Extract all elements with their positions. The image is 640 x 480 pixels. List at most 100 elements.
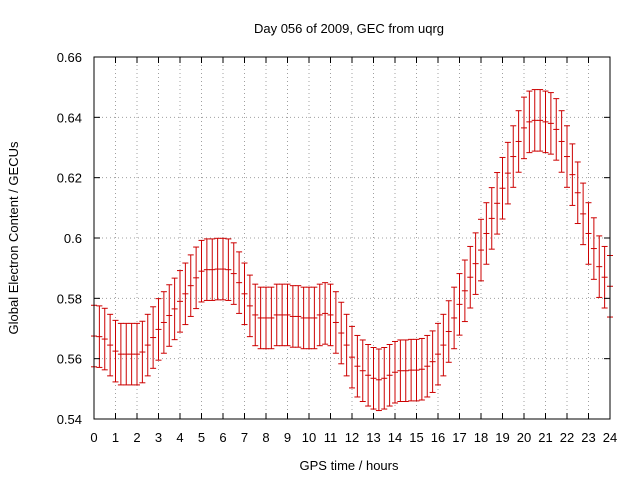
error-bar xyxy=(268,286,275,350)
error-bar xyxy=(580,182,587,246)
error-bar xyxy=(214,237,221,301)
error-bar xyxy=(209,238,216,301)
error-bar xyxy=(375,348,382,412)
error-bar xyxy=(107,313,114,377)
x-tick-label: 6 xyxy=(219,430,226,445)
x-tick-label: 20 xyxy=(517,430,531,445)
error-bar xyxy=(193,246,200,310)
error-bar xyxy=(542,90,549,154)
error-bar xyxy=(521,96,527,160)
error-bar xyxy=(171,277,178,341)
error-bar xyxy=(553,98,560,161)
error-bar xyxy=(354,334,361,398)
error-bar xyxy=(596,235,603,298)
error-bar xyxy=(574,161,581,225)
error-bar xyxy=(601,245,608,309)
error-bar xyxy=(322,282,329,345)
error-bar xyxy=(397,339,404,403)
error-bar xyxy=(263,286,269,350)
error-bar xyxy=(547,92,554,155)
error-bar xyxy=(338,301,345,365)
error-bar xyxy=(295,285,302,348)
error-bar xyxy=(515,110,522,173)
x-axis-label: GPS time / hours xyxy=(300,458,399,473)
error-bar xyxy=(483,202,490,265)
error-bar xyxy=(526,90,533,154)
error-bar xyxy=(413,338,420,402)
error-bar xyxy=(494,172,501,235)
error-bar xyxy=(590,217,597,280)
error-bar xyxy=(117,322,124,386)
error-bar xyxy=(392,340,398,404)
error-bar xyxy=(203,238,210,301)
error-bar xyxy=(365,343,372,407)
error-bar xyxy=(499,156,506,220)
y-tick-label: 0.56 xyxy=(57,352,82,367)
error-bar xyxy=(569,143,576,206)
error-bar xyxy=(445,300,452,363)
error-bar xyxy=(123,322,130,386)
error-bar xyxy=(359,339,366,403)
error-bar xyxy=(160,291,167,354)
error-bar xyxy=(306,286,312,350)
x-tick-label: 17 xyxy=(452,430,466,445)
x-tick-label: 23 xyxy=(581,430,595,445)
error-bar xyxy=(531,89,538,152)
x-tick-label: 9 xyxy=(284,430,291,445)
x-tick-label: 8 xyxy=(262,430,269,445)
error-bar xyxy=(230,242,237,305)
error-bar xyxy=(424,334,431,398)
error-bar xyxy=(386,343,393,407)
error-bar xyxy=(349,325,355,389)
ticks: 0 1 2 3 4 5 6 7 8 9 10 11 12 13 14 15 16 17 18 19 20 21 22 23 24… xyxy=(57,50,618,445)
error-bar xyxy=(316,283,323,347)
series-layer xyxy=(91,89,613,412)
error-bar xyxy=(177,270,183,333)
error-bar xyxy=(128,322,135,386)
error-bar xyxy=(478,218,484,282)
error-bar xyxy=(467,245,474,309)
x-tick-label: 19 xyxy=(495,430,509,445)
y-tick-label: 0.6 xyxy=(64,231,82,246)
y-axis-label: Global Electron Content / GECUs xyxy=(6,141,21,334)
error-bar xyxy=(440,313,447,377)
error-bar xyxy=(402,339,409,403)
error-bar xyxy=(435,322,441,386)
error-bar xyxy=(246,274,253,338)
error-bar xyxy=(488,187,495,250)
error-bar xyxy=(311,286,318,350)
error-bar xyxy=(461,259,468,323)
error-bar xyxy=(236,251,243,314)
error-bar xyxy=(155,298,162,361)
x-tick-label: 2 xyxy=(133,430,140,445)
error-bar xyxy=(585,202,592,265)
series-gec xyxy=(91,89,613,412)
chart-title: Day 056 of 2009, GEC from uqrg xyxy=(254,21,444,36)
error-bar xyxy=(96,305,103,368)
error-bar xyxy=(182,262,189,326)
error-bar xyxy=(472,232,479,295)
error-bar xyxy=(370,347,377,410)
error-bar xyxy=(510,125,517,188)
x-tick-label: 21 xyxy=(538,430,552,445)
x-tick-label: 11 xyxy=(324,430,338,445)
x-tick-label: 18 xyxy=(474,430,488,445)
error-bar xyxy=(101,307,108,371)
error-bar xyxy=(241,262,248,326)
error-bar xyxy=(408,338,415,402)
x-tick-label: 13 xyxy=(366,430,380,445)
x-tick-label: 16 xyxy=(431,430,445,445)
error-bar xyxy=(220,237,226,301)
error-bar xyxy=(537,89,544,152)
error-bar xyxy=(112,319,119,383)
error-bar xyxy=(289,285,296,348)
error-bar xyxy=(564,125,570,188)
y-tick-label: 0.62 xyxy=(57,171,82,186)
error-bar xyxy=(558,110,565,173)
error-bar xyxy=(451,286,458,350)
error-bar xyxy=(456,273,463,336)
error-bar xyxy=(144,313,151,377)
y-tick-label: 0.58 xyxy=(57,291,82,306)
error-bar xyxy=(166,284,173,347)
